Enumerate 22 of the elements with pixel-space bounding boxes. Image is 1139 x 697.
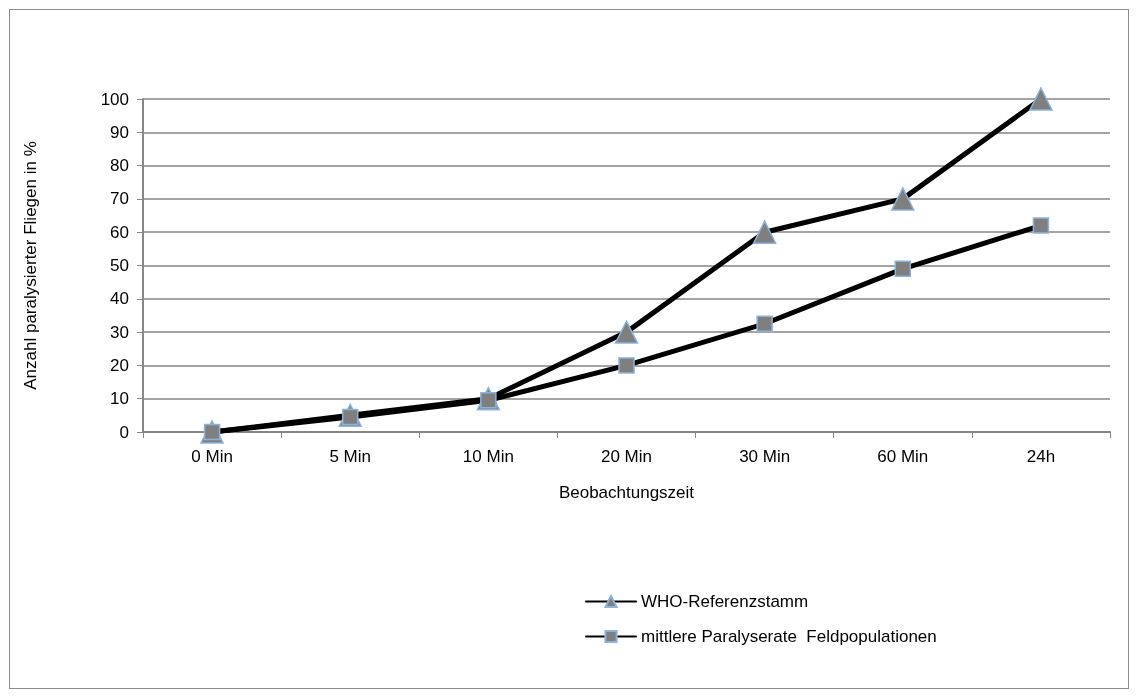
y-tick-label: 10 bbox=[110, 389, 129, 409]
x-tick-label: 30 Min bbox=[739, 447, 791, 466]
y-axis-title: Anzahl paralysierter Fliegen in % bbox=[21, 141, 40, 390]
y-tick-label: 30 bbox=[110, 322, 129, 342]
x-axis-title: Beobachtungszeit bbox=[558, 483, 695, 502]
y-tick-label: 70 bbox=[110, 189, 129, 209]
x-tick-label: 0 Min bbox=[191, 447, 233, 466]
y-tick-label: 40 bbox=[110, 289, 129, 309]
x-tick-label: 24h bbox=[1026, 447, 1056, 466]
y-tick-label: 80 bbox=[110, 156, 129, 176]
y-tick-label: 90 bbox=[110, 122, 129, 142]
x-tick-label: 10 Min bbox=[462, 447, 514, 466]
legend-label: WHO-Referenzstamm bbox=[641, 592, 809, 611]
y-tick-label: 50 bbox=[110, 256, 129, 275]
y-tick-label: 100 bbox=[100, 89, 129, 109]
legend-label: mittlere Paralyserate Feldpopulationen bbox=[641, 627, 937, 646]
x-tick-label: 5 Min bbox=[329, 447, 371, 466]
y-tick-label: 60 bbox=[110, 222, 129, 242]
x-tick-label: 20 Min bbox=[600, 447, 653, 466]
y-tick-label: 20 bbox=[110, 355, 129, 375]
x-tick-label: 60 Min bbox=[877, 447, 929, 466]
y-tick-label: 0 bbox=[119, 422, 129, 442]
